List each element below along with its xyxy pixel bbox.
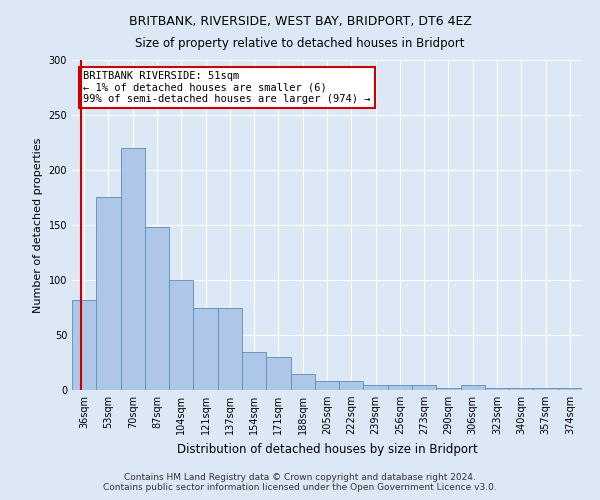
X-axis label: Distribution of detached houses by size in Bridport: Distribution of detached houses by size …	[176, 442, 478, 456]
Bar	[145, 227, 169, 390]
Bar	[485, 388, 509, 390]
Bar	[436, 388, 461, 390]
Text: Contains HM Land Registry data © Crown copyright and database right 2024.
Contai: Contains HM Land Registry data © Crown c…	[103, 473, 497, 492]
Bar	[533, 388, 558, 390]
Bar	[290, 374, 315, 390]
Bar	[218, 308, 242, 390]
Bar	[509, 388, 533, 390]
Bar	[388, 384, 412, 390]
Bar	[242, 352, 266, 390]
Bar	[96, 198, 121, 390]
Bar	[364, 384, 388, 390]
Y-axis label: Number of detached properties: Number of detached properties	[33, 138, 43, 312]
Bar	[412, 384, 436, 390]
Text: BRITBANK, RIVERSIDE, WEST BAY, BRIDPORT, DT6 4EZ: BRITBANK, RIVERSIDE, WEST BAY, BRIDPORT,…	[128, 15, 472, 28]
Text: Size of property relative to detached houses in Bridport: Size of property relative to detached ho…	[135, 38, 465, 51]
Bar	[461, 384, 485, 390]
Bar	[193, 308, 218, 390]
Bar	[121, 148, 145, 390]
Bar	[169, 280, 193, 390]
Text: BRITBANK RIVERSIDE: 51sqm
← 1% of detached houses are smaller (6)
99% of semi-de: BRITBANK RIVERSIDE: 51sqm ← 1% of detach…	[83, 71, 371, 104]
Bar	[339, 381, 364, 390]
Bar	[315, 381, 339, 390]
Bar	[72, 300, 96, 390]
Bar	[266, 357, 290, 390]
Bar	[558, 388, 582, 390]
